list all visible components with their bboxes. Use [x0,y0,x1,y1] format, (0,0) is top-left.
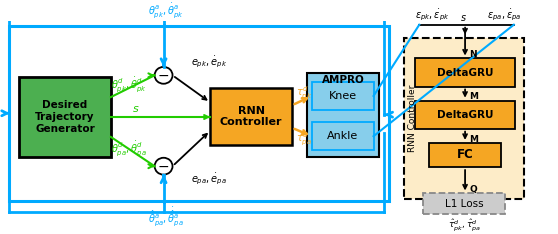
Text: $e_{pk}, \dot{e}_{pk}$: $e_{pk}, \dot{e}_{pk}$ [191,54,228,70]
Text: $\epsilon_{pk}, \dot{\epsilon}_{pk}$: $\epsilon_{pk}, \dot{\epsilon}_{pk}$ [415,7,450,23]
Bar [20,77,111,157]
Text: $\theta^d_{pk}, \dot{\theta}^d_{pk}$: $\theta^d_{pk}, \dot{\theta}^d_{pk}$ [110,76,147,94]
Bar [424,193,505,214]
Text: $\epsilon_{pa}, \dot{\epsilon}_{pa}$: $\epsilon_{pa}, \dot{\epsilon}_{pa}$ [487,7,521,23]
Bar [210,88,292,145]
Text: Ankle: Ankle [327,131,358,141]
Text: $-$: $-$ [157,159,170,173]
Text: $\tau^d_{pk}$: $\tau^d_{pk}$ [296,85,312,102]
Text: DeltaGRU: DeltaGRU [437,67,493,77]
Text: $-$: $-$ [157,68,170,82]
Text: AMPRO: AMPRO [322,75,364,85]
Text: Knee: Knee [329,91,357,101]
Bar [429,143,501,167]
Text: M: M [469,92,478,101]
Bar [312,122,373,150]
Text: $e_{pa}, \dot{e}_{pa}$: $e_{pa}, \dot{e}_{pa}$ [191,172,227,187]
Text: $\hat{\tau}^d_{pk}, \hat{\tau}^d_{pa}$: $\hat{\tau}^d_{pk}, \hat{\tau}^d_{pa}$ [448,217,480,233]
Text: $\theta^d_{pa}, \dot{\theta}^d_{pa}$: $\theta^d_{pa}, \dot{\theta}^d_{pa}$ [111,140,147,158]
Text: M: M [469,135,478,143]
Text: RNN
Controller: RNN Controller [220,106,282,127]
Circle shape [155,158,172,175]
Text: FC: FC [456,148,473,161]
Text: L1 Loss: L1 Loss [445,199,483,209]
Bar [415,58,515,87]
Text: Desired
Trajectory
Generator: Desired Trajectory Generator [35,100,95,134]
Bar [415,101,515,129]
Bar [312,82,373,110]
Text: $s$: $s$ [132,104,140,114]
Bar [307,73,379,157]
Text: $\hat{\theta}^a_{pa}, \dot{\hat{\theta}}^a_{pa}$: $\hat{\theta}^a_{pa}, \dot{\hat{\theta}}… [147,205,184,227]
Circle shape [155,67,172,84]
Bar [405,38,524,199]
Text: N: N [469,50,477,59]
Bar [9,26,389,201]
Text: DeltaGRU: DeltaGRU [437,110,493,120]
Text: $s$: $s$ [460,13,466,23]
Text: $\theta^a_{pk}, \dot{\theta}^a_{pk}$: $\theta^a_{pk}, \dot{\theta}^a_{pk}$ [147,1,184,20]
Text: Q: Q [469,185,477,194]
Text: $\tau^d_{pa}$: $\tau^d_{pa}$ [296,131,312,148]
Text: RNN Controller: RNN Controller [408,85,417,152]
